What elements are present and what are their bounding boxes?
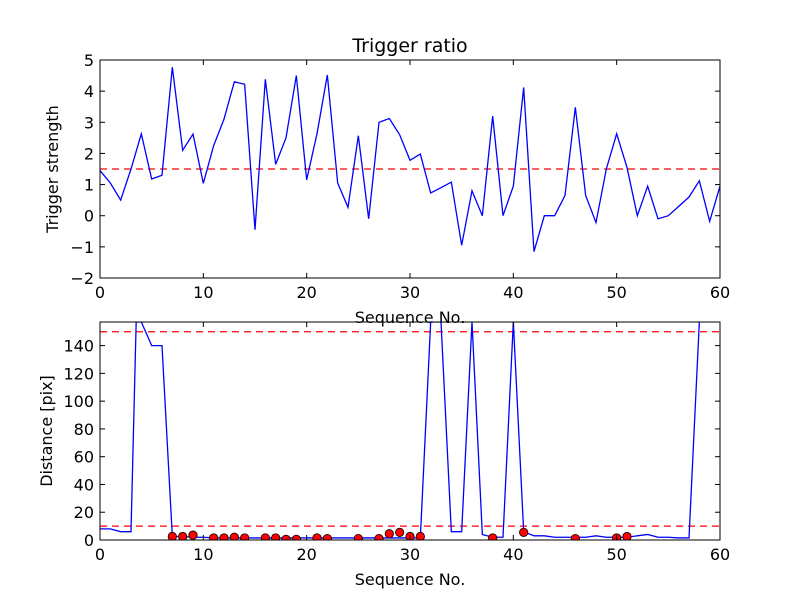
bottom-marker-point: [322, 534, 332, 540]
bottom-marker-point: [415, 531, 425, 540]
top-x-tick-label: 50: [606, 283, 626, 302]
bottom-x-tick-label: 40: [503, 545, 523, 564]
bottom-marker-point: [281, 534, 291, 540]
bottom-marker-point: [622, 531, 632, 540]
chart-title: Trigger ratio: [351, 35, 467, 57]
bottom-y-axis-label: Distance [pix]: [37, 375, 56, 487]
bottom-y-tick-label: 40: [74, 475, 94, 494]
bottom-x-tick-label: 10: [193, 545, 213, 564]
top-y-tick-label: 5: [84, 51, 94, 70]
bottom-y-tick-label: 120: [63, 364, 94, 383]
top-y-axis-label: Trigger strength: [43, 105, 62, 234]
top-x-tick-label: 40: [503, 283, 523, 302]
bottom-x-tick-label: 50: [606, 545, 626, 564]
bottom-marker-point: [384, 529, 394, 539]
distance-data-layer: [100, 322, 720, 540]
bottom-marker-point: [374, 534, 384, 540]
bottom-y-tick-label: 100: [63, 392, 94, 411]
top-plot-area: [100, 67, 720, 252]
top-x-tick-label: 30: [400, 283, 420, 302]
bottom-marker-point: [519, 527, 529, 537]
bottom-plot-area: [100, 322, 720, 540]
bottom-marker-point: [167, 531, 177, 540]
bottom-x-axis-label: Sequence No.: [355, 570, 466, 589]
bottom-marker-point: [178, 531, 188, 540]
bottom-x-tick-label: 30: [400, 545, 420, 564]
bottom-y-tick-label: 20: [74, 503, 94, 522]
bottom-marker-point: [209, 533, 219, 540]
bottom-marker-point: [240, 533, 250, 540]
top-x-tick-label: 0: [95, 283, 105, 302]
top-ticks: 0 10 20 30 40 50 60 −2 −1 0 1 2 3 4 5: [70, 51, 730, 302]
bottom-marker-point: [353, 534, 363, 540]
top-y-tick-label: 3: [84, 113, 94, 132]
bottom-marker-point: [570, 534, 580, 540]
bottom-y-tick-label: 0: [84, 531, 94, 550]
top-y-tick-label: 0: [84, 207, 94, 226]
top-y-tick-label: −2: [70, 269, 94, 288]
bottom-marker-point: [291, 534, 301, 540]
top-x-tick-label: 20: [296, 283, 316, 302]
bottom-x-tick-label: 0: [95, 545, 105, 564]
top-x-tick-label: 10: [193, 283, 213, 302]
bottom-marker-point: [312, 533, 322, 540]
bottom-marker-point: [229, 532, 239, 540]
bottom-y-tick-label: 60: [74, 448, 94, 467]
top-y-tick-label: 2: [84, 144, 94, 163]
top-series-line: [100, 67, 720, 252]
top-y-tick-label: −1: [70, 238, 94, 257]
bottom-y-tick-label: 80: [74, 420, 94, 439]
bottom-marker-point: [188, 530, 198, 540]
bottom-marker-point: [488, 533, 498, 540]
bottom-y-tick-label: 140: [63, 337, 94, 356]
bottom-marker-point: [260, 533, 270, 540]
bottom-marker-point: [395, 527, 405, 537]
top-y-tick-label: 4: [84, 82, 94, 101]
bottom-marker-point: [219, 533, 229, 540]
bottom-x-tick-label: 60: [710, 545, 730, 564]
top-x-tick-label: 60: [710, 283, 730, 302]
distance-plot: 0 10 20 30 40 50 60 0 20 40 60 80 100 120 140 Sequence…: [37, 321, 730, 589]
bottom-ticks: 0 10 20 30 40 50 60 0 20 40 60 80 100 120 140: [63, 322, 730, 564]
bottom-marker-point: [271, 533, 281, 540]
trigger-ratio-data-layer: [100, 67, 720, 252]
bottom-x-tick-label: 20: [296, 545, 316, 564]
top-y-tick-label: 1: [84, 176, 94, 195]
